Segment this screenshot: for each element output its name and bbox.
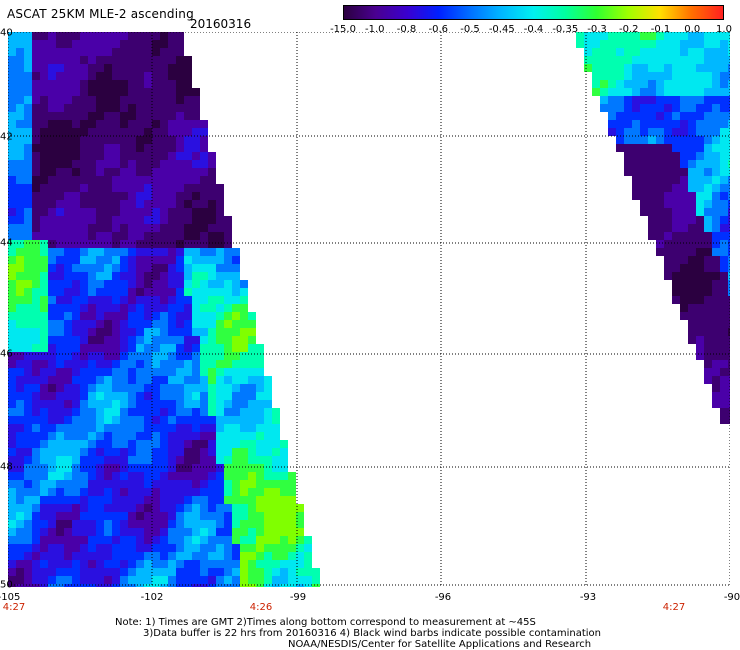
- note-line-3: NOAA/NESDIS/Center for Satellite Applica…: [288, 639, 592, 650]
- color-scale-tick-label: -15.0: [330, 24, 356, 35]
- lat-label-48: 48: [0, 461, 13, 473]
- color-scale-bar: [343, 5, 724, 20]
- color-scale-tick-label: 1.0: [716, 24, 732, 35]
- color-scale-tick-label: -0.2: [618, 24, 639, 35]
- color-scale-tick-label: -0.35: [552, 24, 579, 35]
- color-scale-tick-label: -0.5: [460, 24, 480, 35]
- color-scale-tick-label: -0.6: [428, 24, 449, 35]
- swath-map: [8, 32, 730, 587]
- product-date: 20160316: [190, 17, 252, 31]
- color-scale-tick-label: -0.1: [650, 24, 671, 35]
- lon-label-102: -102: [140, 592, 164, 603]
- lat-label-40: 40: [0, 27, 13, 39]
- color-scale-tick-label: -0.8: [396, 24, 417, 35]
- lon-label-105: -105: [0, 592, 21, 603]
- time-label-left: 4:27: [2, 602, 26, 613]
- swath-pixels: [8, 32, 730, 587]
- note-line-2: 3)Data buffer is 22 hrs from 20160316 4)…: [143, 628, 601, 639]
- color-scale-tick-label: -0.3: [587, 24, 607, 35]
- lat-label-44: 44: [0, 237, 13, 249]
- time-label-mid: 4:26: [249, 602, 273, 613]
- color-scale-tick-label: -0.45: [488, 24, 515, 35]
- lat-label-50: 50: [0, 579, 13, 591]
- lon-label-93: -93: [579, 592, 597, 603]
- color-scale-tick-label: 0.0: [684, 24, 701, 35]
- lat-label-42: 42: [0, 131, 13, 143]
- lon-label-96: -96: [434, 592, 452, 603]
- lon-label-99: -99: [289, 592, 307, 603]
- lon-label-90: -90: [723, 592, 740, 603]
- product-title: ASCAT 25KM MLE-2 ascending: [7, 7, 194, 21]
- lat-label-46: 46: [0, 348, 13, 360]
- time-label-right: 4:27: [662, 602, 686, 613]
- color-scale-tick-label: -1.0: [364, 24, 385, 35]
- color-scale-tick-label: -0.4: [523, 24, 544, 35]
- note-line-1: Note: 1) Times are GMT 2)Times along bot…: [115, 617, 536, 628]
